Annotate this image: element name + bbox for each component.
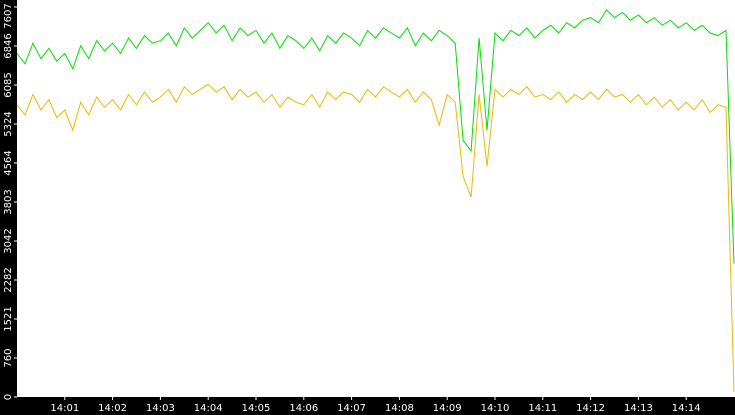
y-tick-label: 3042 — [3, 228, 14, 253]
series-line — [16, 83, 735, 392]
y-tick-label: 7607 — [3, 3, 14, 28]
x-tick-label: 14:10 — [481, 403, 510, 414]
x-tick-label: 14:02 — [98, 403, 127, 414]
y-tick-label: 1521 — [3, 306, 14, 331]
x-tick-label: 14:01 — [50, 403, 79, 414]
x-tick-label: 14:12 — [576, 403, 605, 414]
x-tick-label: 14:07 — [337, 403, 366, 414]
y-tick-label: 760 — [3, 348, 14, 367]
x-tick-label: 14:08 — [385, 403, 414, 414]
x-tick-label: 14:04 — [194, 403, 223, 414]
y-tick-label: 5324 — [3, 111, 14, 136]
x-tick-label: 14:13 — [624, 403, 653, 414]
x-tick-label: 14:06 — [289, 403, 318, 414]
plot-area — [17, 0, 735, 397]
x-tick-label: 14:11 — [528, 403, 557, 414]
x-tick-label: 14:05 — [242, 403, 271, 414]
x-tick-label: 14:03 — [146, 403, 175, 414]
x-tick-label: 14:14 — [672, 403, 701, 414]
series-line — [16, 9, 735, 264]
y-tick-label: 0 — [3, 394, 14, 400]
y-tick-label: 4564 — [3, 150, 14, 175]
y-tick-label: 6846 — [3, 33, 14, 58]
y-tick-label: 2282 — [3, 267, 14, 292]
y-tick-label: 6085 — [3, 72, 14, 97]
y-tick-label: 3803 — [3, 189, 14, 214]
x-tick-label: 14:09 — [433, 403, 462, 414]
